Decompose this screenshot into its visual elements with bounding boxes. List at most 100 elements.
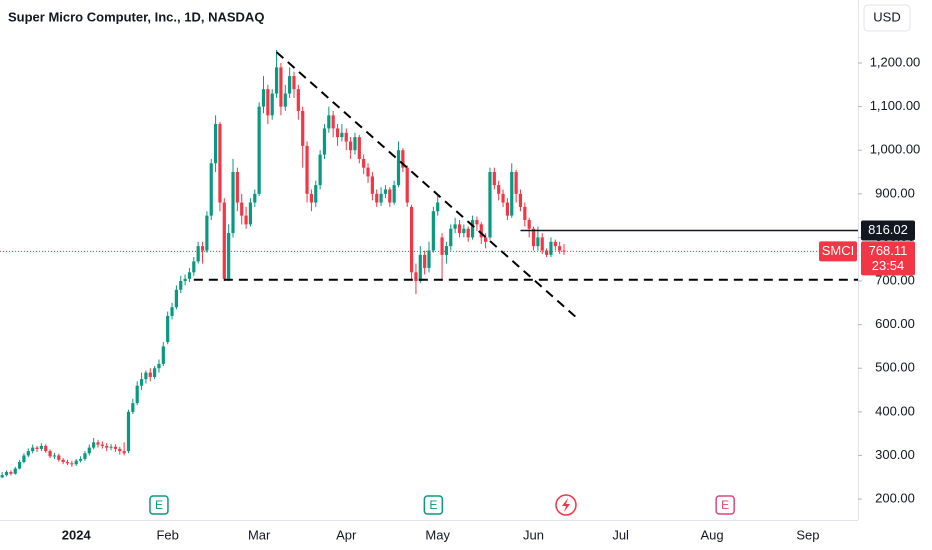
- x-tick-label: Jun: [523, 527, 544, 542]
- candle-body: [462, 228, 466, 234]
- candle-body: [57, 455, 61, 460]
- y-tick-label: 200.00: [875, 491, 915, 506]
- candle-body: [227, 233, 231, 279]
- y-tick-label: 700.00: [875, 272, 915, 287]
- candle-body: [505, 202, 509, 216]
- candle-body: [510, 172, 514, 216]
- lightning: [562, 498, 570, 512]
- last-price-box: [861, 241, 915, 276]
- candle-body: [170, 307, 174, 316]
- candle-body: [157, 363, 161, 369]
- candle-body: [549, 241, 553, 255]
- candle-body: [192, 261, 196, 273]
- candle-body: [166, 315, 170, 343]
- x-tick-label: May: [425, 527, 450, 542]
- candle-body: [244, 215, 248, 225]
- x-tick-label: Mar: [248, 527, 271, 542]
- candle-body: [396, 150, 401, 186]
- candle-body: [65, 462, 70, 464]
- candle-body: [314, 185, 318, 203]
- candle-body: [153, 368, 157, 377]
- candle-body: [113, 446, 118, 449]
- candle-body: [200, 246, 205, 251]
- event-icon[interactable]: [555, 494, 577, 516]
- candle-body: [370, 176, 374, 194]
- chart-title: Super Micro Computer, Inc., 1D, NASDAQ: [8, 9, 264, 24]
- candle-body: [436, 202, 440, 212]
- earnings-icon[interactable]: [423, 495, 444, 515]
- candle-body: [92, 442, 96, 448]
- candle-body: [96, 442, 100, 445]
- currency[interactable]: USD: [873, 9, 900, 24]
- candle-body: [344, 132, 348, 142]
- candle-body: [44, 445, 48, 452]
- candle-body: [283, 93, 287, 107]
- candle-body: [257, 106, 261, 194]
- candle-body: [279, 67, 283, 107]
- y-tick-label: 500.00: [875, 360, 915, 375]
- candle-body: [139, 379, 144, 386]
- candle-body: [514, 172, 518, 194]
- candle-body: [375, 193, 379, 203]
- candle-body: [105, 445, 109, 448]
- candle-body: [218, 124, 222, 203]
- candle-body: [61, 459, 65, 463]
- candle-body: [531, 228, 536, 247]
- candle-body: [518, 193, 523, 207]
- candle-body: [527, 219, 531, 229]
- candle-body: [388, 189, 392, 203]
- candle-body: [340, 132, 344, 138]
- candle-body: [26, 451, 30, 456]
- candle-body: [144, 372, 148, 380]
- candle-body: [0, 475, 4, 478]
- candles: [0, 49, 566, 479]
- candle-body: [379, 193, 383, 203]
- x-tick-label: Sep: [796, 527, 819, 542]
- earnings-label[interactable]: E: [429, 498, 437, 512]
- candle-body: [466, 228, 470, 238]
- y-tick-label: 1,000.00: [870, 142, 921, 157]
- candle-body: [261, 89, 266, 107]
- earnings-label[interactable]: E: [155, 498, 163, 512]
- y-tick-label: 900.00: [875, 185, 915, 200]
- candle-body: [74, 460, 78, 465]
- candle-body: [135, 385, 139, 404]
- candle-body: [331, 115, 335, 129]
- candle-body: [558, 246, 562, 251]
- x-tick-label: Jul: [612, 527, 629, 542]
- candle-body: [148, 372, 152, 377]
- candle-body: [122, 451, 126, 454]
- candle-body: [418, 254, 422, 282]
- last-price-label: 768.11: [869, 243, 908, 258]
- candle-body: [501, 193, 505, 203]
- candle-body: [357, 137, 361, 159]
- candle-body: [70, 463, 74, 465]
- candle-body: [31, 447, 35, 452]
- candle-body: [440, 237, 444, 255]
- resistance-label: 816.02: [868, 222, 908, 237]
- candle-body: [414, 272, 418, 282]
- earnings-icon[interactable]: [715, 495, 735, 515]
- y-tick-label: 600.00: [875, 316, 915, 331]
- candle-body: [488, 172, 492, 238]
- x-tick-label: Apr: [336, 527, 357, 542]
- candle-body: [536, 237, 540, 247]
- earnings-label[interactable]: E: [721, 498, 729, 512]
- earnings-icon[interactable]: [149, 495, 169, 515]
- candle-body: [523, 206, 527, 220]
- candle-body: [109, 446, 113, 448]
- candle-body: [492, 172, 496, 186]
- x-tick-label: Aug: [701, 527, 724, 542]
- resistance-label-box: [861, 220, 915, 241]
- candle-body: [383, 189, 388, 194]
- candle-body: [78, 458, 83, 461]
- currency-button[interactable]: [863, 4, 911, 32]
- candle-body: [48, 451, 52, 457]
- candle-body: [222, 202, 226, 279]
- candle-body: [309, 193, 314, 203]
- candle-body: [213, 124, 218, 164]
- candle-body: [288, 76, 292, 94]
- candle-body: [248, 202, 253, 225]
- candle-body: [423, 254, 427, 268]
- candle-body: [205, 215, 209, 251]
